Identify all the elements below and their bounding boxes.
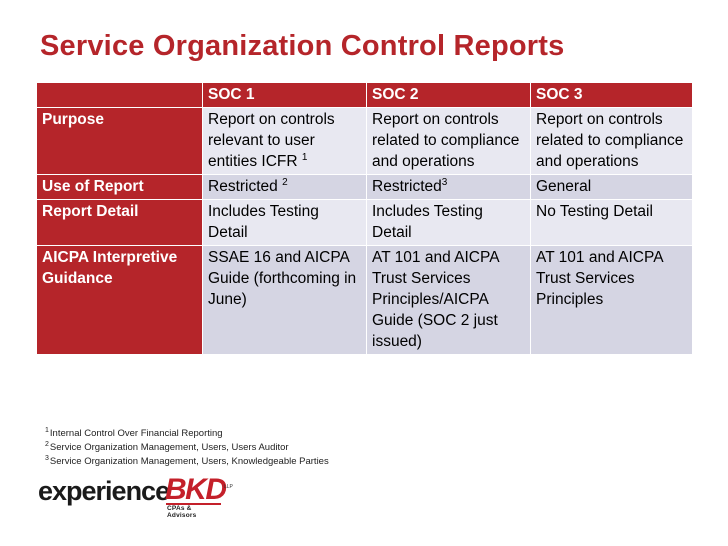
table-row-guidance: AICPA Interpretive Guidance SSAE 16 and … [36, 245, 693, 355]
table-row-report-detail: Report Detail Includes Testing Detail In… [36, 199, 693, 246]
header-cell-soc1: SOC 1 [202, 82, 367, 108]
table-row-purpose: Purpose Report on controls relevant to u… [36, 107, 693, 175]
cell-text: Restricted [208, 178, 278, 195]
cell-purpose-soc2: Report on controls related to compliance… [366, 107, 531, 175]
cell-purpose-soc1: Report on controls relevant to user enti… [202, 107, 367, 175]
footnote-text: Service Organization Management, Users, … [49, 442, 289, 453]
row-label-purpose: Purpose [36, 107, 203, 175]
cell-guidance-soc3: AT 101 and AICPA Trust Services Principl… [530, 245, 693, 355]
footnote-number: 2 [45, 441, 49, 448]
footnote-3: 3Service Organization Management, Users,… [45, 455, 329, 469]
logo-tagline: CPAs & Advisors [167, 505, 197, 519]
logo-suffix: LLP [224, 484, 233, 490]
cell-use-soc1: Restricted 2 [202, 174, 367, 200]
page-title: Service Organization Control Reports [40, 30, 565, 62]
footnote-text: Internal Control Over Financial Reportin… [49, 428, 223, 439]
row-label-use-of-report: Use of Report [36, 174, 203, 200]
cell-detail-soc2: Includes Testing Detail [366, 199, 531, 246]
footnote-number: 1 [45, 427, 49, 434]
header-cell-empty [36, 82, 203, 108]
logo-brand: BKD [165, 473, 227, 506]
company-logo: experience BKD LLP CPAs & Advisors [38, 470, 233, 519]
header-cell-soc3: SOC 3 [530, 82, 693, 108]
table-row-use-of-report: Use of Report Restricted 2 Restricted3 G… [36, 174, 693, 200]
logo-word: experience [38, 476, 170, 506]
footnote-ref: 1 [301, 152, 308, 163]
cell-guidance-soc2: AT 101 and AICPA Trust Services Principl… [366, 245, 531, 355]
cell-guidance-soc1: SSAE 16 and AICPA Guide (forthcoming in … [202, 245, 367, 355]
cell-detail-soc1: Includes Testing Detail [202, 199, 367, 246]
cell-use-soc3: General [530, 174, 693, 200]
cell-purpose-soc3: Report on controls related to compliance… [530, 107, 693, 175]
footnotes: 1Internal Control Over Financial Reporti… [45, 427, 329, 469]
cell-detail-soc3: No Testing Detail [530, 199, 693, 246]
footnote-ref: 3 [441, 177, 448, 188]
logo-underline [166, 503, 221, 505]
row-label-report-detail: Report Detail [36, 199, 203, 246]
row-label-guidance: AICPA Interpretive Guidance [36, 245, 203, 355]
cell-use-soc2: Restricted3 [366, 174, 531, 200]
footnote-number: 3 [45, 455, 49, 462]
footnote-ref: 2 [282, 177, 288, 188]
table-header-row: SOC 1 SOC 2 SOC 3 [36, 82, 693, 108]
footnote-1: 1Internal Control Over Financial Reporti… [45, 427, 329, 441]
footnote-text: Service Organization Management, Users, … [49, 456, 329, 467]
cell-text: Report on controls relevant to user enti… [208, 111, 335, 170]
header-cell-soc2: SOC 2 [366, 82, 531, 108]
soc-comparison-table: SOC 1 SOC 2 SOC 3 Purpose Report on cont… [36, 82, 693, 355]
cell-text: Restricted [372, 178, 442, 195]
footnote-2: 2Service Organization Management, Users,… [45, 441, 329, 455]
